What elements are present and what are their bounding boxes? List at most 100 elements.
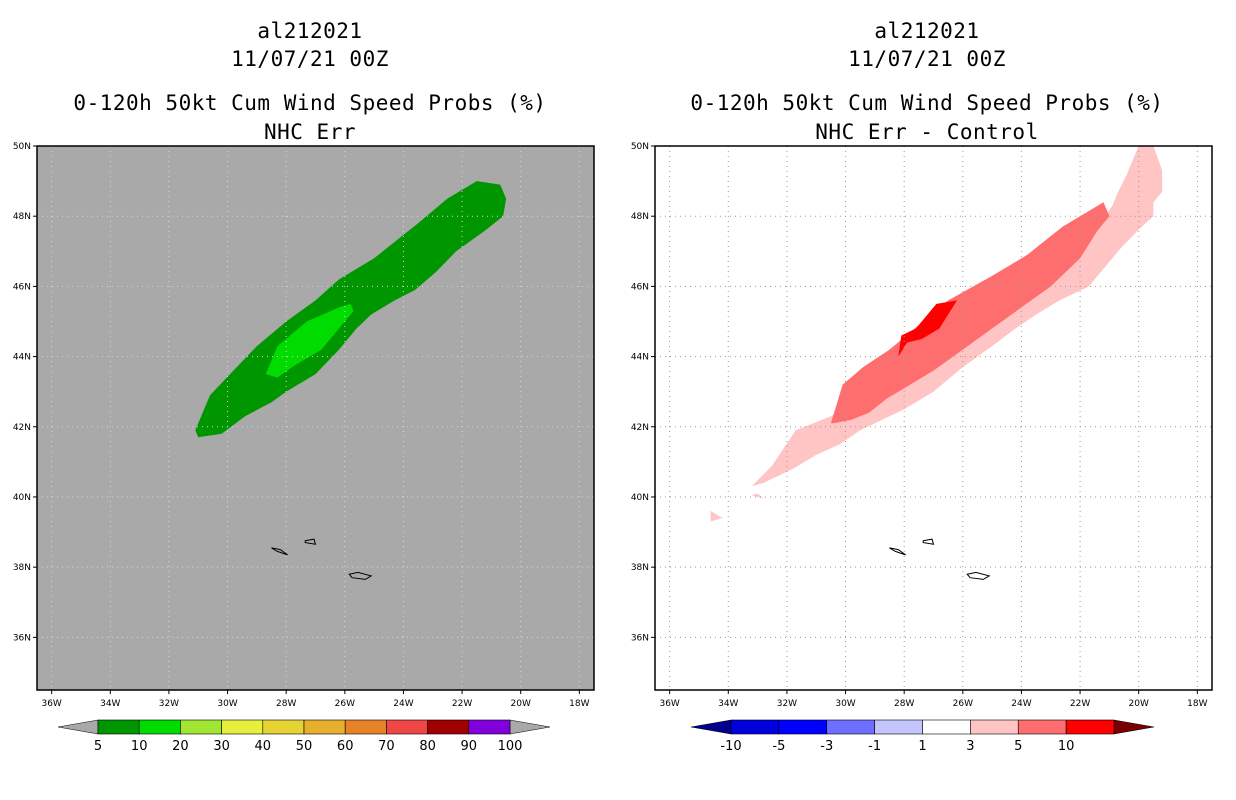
colorbar-label: 20 [172, 739, 189, 754]
colorbar-label: -10 [720, 739, 741, 754]
x-tick-label: 30W [217, 699, 237, 709]
right-chart-title: 0-120h 50kt Cum Wind Speed Probs (%) [690, 91, 1164, 115]
y-tick-label: 42N [13, 423, 31, 433]
colorbar-label: 70 [378, 739, 395, 754]
y-tick-label: 48N [631, 212, 649, 222]
colorbar-swatch [97, 719, 140, 735]
colorbar-swatch [138, 719, 181, 735]
island-coastline-0 [889, 547, 906, 556]
y-tick-label: 36N [13, 633, 31, 643]
contour-3-5-3 [830, 202, 1110, 424]
colorbar: -10 -5 -3 -1 1 3 5 10 [690, 719, 1155, 754]
island-coastline-1 [304, 538, 317, 545]
right-chart-subtitle: NHC Err - Control [815, 120, 1039, 144]
x-tick-label: 36W [41, 699, 61, 709]
colorbar-swatch [778, 719, 828, 735]
x-tick-label: 18W [1187, 699, 1207, 709]
colorbar-under-arrow [690, 719, 732, 735]
x-tick-label: 20W [1129, 699, 1149, 709]
colorbar-swatch [344, 719, 387, 735]
colorbar-label: -5 [772, 739, 785, 754]
y-tick-label: 46N [631, 282, 649, 292]
colorbar-over-arrow [1113, 719, 1155, 735]
island-coastline-0 [271, 547, 288, 556]
x-tick-label: 26W [953, 699, 973, 709]
x-tick-label: 28W [276, 699, 296, 709]
colorbar-label: 3 [966, 739, 974, 754]
colorbar-label: 10 [1058, 739, 1075, 754]
x-tick-label: 34W [718, 699, 738, 709]
colorbar-label: 40 [255, 739, 272, 754]
x-tick-label: 26W [335, 699, 355, 709]
colorbar-label: 90 [461, 739, 478, 754]
x-tick-label: 24W [393, 699, 413, 709]
colorbar-label: 5 [1014, 739, 1022, 754]
contour-5-10-4 [898, 300, 957, 357]
x-tick-label: 28W [894, 699, 914, 709]
y-tick-label: 48N [13, 212, 31, 222]
y-tick-label: 36N [631, 633, 649, 643]
x-tick-label: 22W [452, 699, 472, 709]
colorbar-swatch [874, 719, 923, 735]
colorbar-label: 1 [918, 739, 926, 754]
x-tick-label: 30W [835, 699, 855, 709]
left-chart-title: 0-120h 50kt Cum Wind Speed Probs (%) [73, 91, 547, 115]
colorbar-swatch [427, 719, 470, 735]
colorbar-swatch [922, 719, 971, 735]
colorbar-label: 30 [213, 739, 230, 754]
y-tick-label: 50N [631, 142, 649, 152]
colorbar-swatch [730, 719, 780, 735]
contour-10-20-1 [265, 303, 354, 378]
y-tick-label: 42N [631, 423, 649, 433]
colorbar-label: -3 [820, 739, 833, 754]
y-tick-label: 44N [13, 353, 31, 363]
right-datetime: 11/07/21 00Z [848, 47, 1006, 71]
colorbar-swatch [303, 719, 346, 735]
colorbar-swatch [221, 719, 264, 735]
y-tick-label: 38N [631, 563, 649, 573]
x-tick-label: 32W [777, 699, 797, 709]
colorbar: 5 10 20 30 40 50 60 70 80 90 100 [57, 719, 551, 754]
colorbar-swatch [970, 719, 1019, 735]
y-tick-label: 38N [13, 563, 31, 573]
x-tick-label: 32W [159, 699, 179, 709]
colorbar-label: 60 [337, 739, 354, 754]
island-coastline-2 [966, 571, 991, 580]
colorbar-label: 5 [94, 739, 102, 754]
left-storm-id: al212021 [257, 19, 363, 43]
y-tick-label: 46N [13, 282, 31, 292]
colorbar-label: 100 [498, 739, 523, 754]
colorbar-label: -1 [868, 739, 881, 754]
x-tick-label: 18W [569, 699, 589, 709]
colorbar-swatch [1017, 719, 1067, 735]
map-frame [654, 145, 1213, 691]
colorbar-swatch [826, 719, 875, 735]
island-coastline-2 [348, 571, 373, 580]
island-coastline-1 [922, 538, 935, 545]
colorbar-label: 80 [419, 739, 436, 754]
map-frame [36, 145, 595, 691]
x-tick-label: 22W [1070, 699, 1090, 709]
colorbar-swatch [468, 719, 511, 735]
x-tick-label: 24W [1011, 699, 1031, 709]
x-tick-label: 20W [511, 699, 531, 709]
y-tick-label: 44N [631, 353, 649, 363]
colorbar-swatch [386, 719, 428, 735]
left-datetime: 11/07/21 00Z [231, 47, 389, 71]
colorbar-label: 50 [296, 739, 313, 754]
colorbar-label: 10 [131, 739, 148, 754]
x-tick-label: 34W [100, 699, 120, 709]
right-storm-id: al212021 [874, 19, 980, 43]
colorbar-swatch [262, 719, 305, 735]
colorbar-under-arrow [57, 719, 99, 735]
colorbar-swatch [180, 719, 222, 735]
y-tick-label: 40N [13, 493, 31, 503]
colorbar-swatch [1065, 719, 1115, 735]
x-tick-label: 36W [659, 699, 679, 709]
colorbar-over-arrow [509, 719, 551, 735]
panel-nhc-err: 36W 34W 32W 30W 28W 26W 24W 22W 20W 18W 36N 38N 40N 4… [13, 142, 595, 754]
y-tick-label: 50N [13, 142, 31, 152]
y-tick-label: 40N [631, 493, 649, 503]
left-chart-subtitle: NHC Err [263, 120, 356, 144]
